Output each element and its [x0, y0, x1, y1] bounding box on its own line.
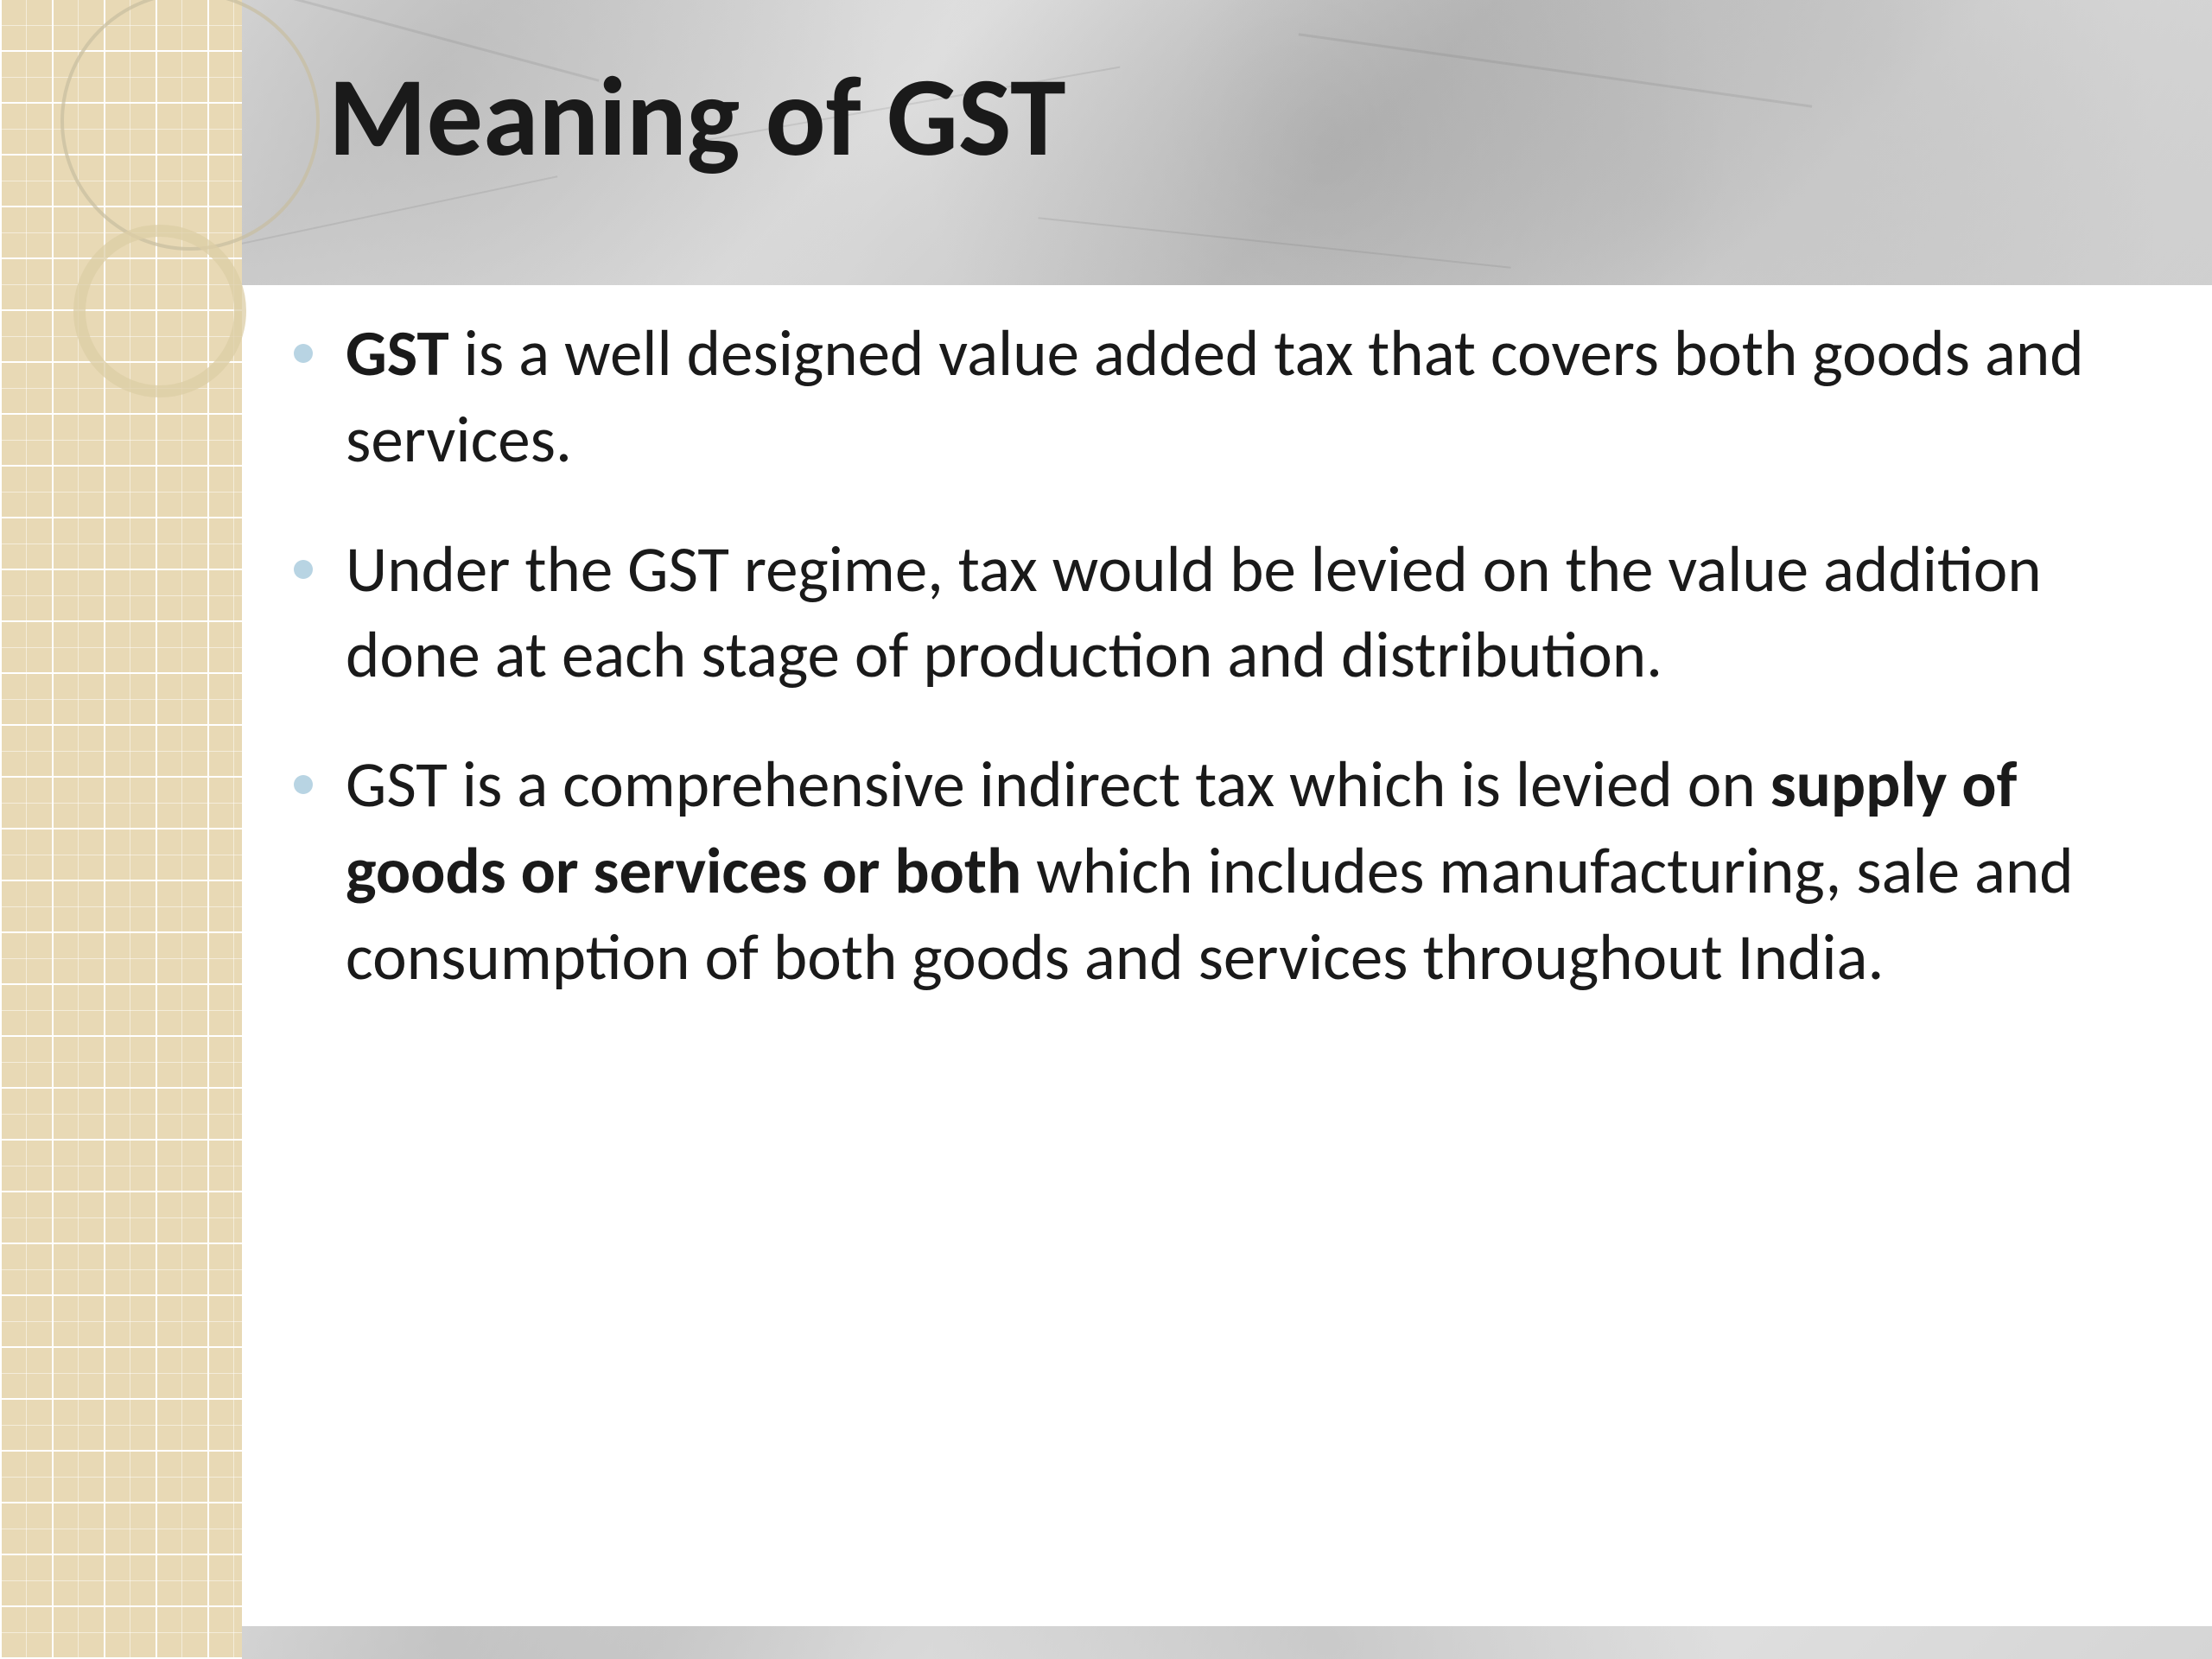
bullet-dot-icon	[294, 560, 313, 579]
bullet-item: Under the GST regime, tax would be levie…	[294, 527, 2126, 700]
bullet-text: Under the GST regime, tax would be levie…	[346, 527, 2126, 700]
bullet-item: GST is a well designed value added tax t…	[294, 311, 2126, 484]
content-area: GST is a well designed value added tax t…	[294, 311, 2126, 1044]
bullet-text: GST is a well designed value added tax t…	[346, 311, 2126, 484]
bullet-item: GST is a comprehensive indirect tax whic…	[294, 742, 2126, 1001]
decorative-ring-inner	[73, 225, 246, 397]
footer-marble-bg	[0, 1626, 2212, 1659]
bullet-text: GST is a comprehensive indirect tax whic…	[346, 742, 2126, 1001]
bullet-dot-icon	[294, 344, 313, 363]
bold-lead: GST	[346, 315, 449, 393]
bullet-dot-icon	[294, 775, 313, 794]
decorative-ring-outer	[60, 0, 320, 251]
text-after-bold: is a well designed value added tax that …	[346, 315, 2084, 480]
slide-title: Meaning of GST	[328, 48, 1066, 185]
text-before-bold: GST is a comprehensive indirect tax whic…	[346, 746, 1770, 824]
